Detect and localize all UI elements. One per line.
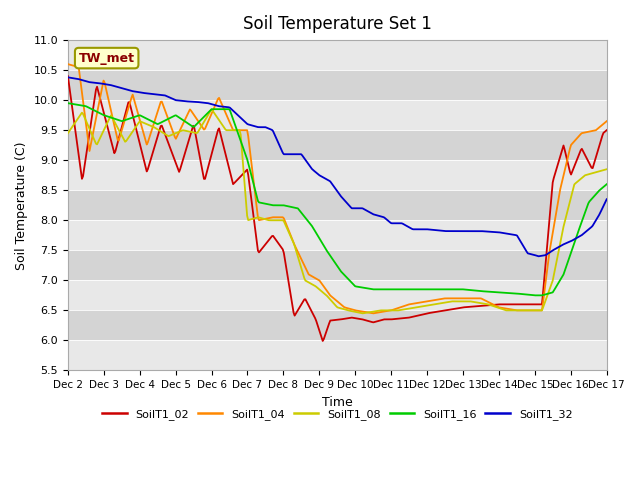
SoilT1_04 — [320, 284, 328, 289]
SoilT1_16 — [323, 248, 331, 254]
Bar — [68, 130, 607, 160]
Bar — [68, 220, 607, 250]
Y-axis label: Soil Temperature (C): Soil Temperature (C) — [15, 141, 28, 269]
SoilT1_02 — [321, 333, 329, 339]
Bar — [68, 311, 607, 340]
SoilT1_32 — [64, 74, 72, 80]
Title: Soil Temperature Set 1: Soil Temperature Set 1 — [243, 15, 432, 33]
Bar — [68, 340, 607, 371]
SoilT1_32 — [323, 177, 331, 182]
SoilT1_32 — [385, 218, 392, 224]
SoilT1_08 — [64, 131, 72, 136]
SoilT1_04 — [323, 288, 331, 294]
SoilT1_04 — [603, 118, 611, 124]
Line: SoilT1_02: SoilT1_02 — [68, 76, 607, 341]
SoilT1_16 — [320, 243, 328, 249]
Line: SoilT1_16: SoilT1_16 — [68, 103, 607, 295]
Legend: SoilT1_02, SoilT1_04, SoilT1_08, SoilT1_16, SoilT1_32: SoilT1_02, SoilT1_04, SoilT1_08, SoilT1_… — [98, 405, 577, 424]
Text: TW_met: TW_met — [79, 51, 134, 65]
SoilT1_02 — [64, 73, 72, 79]
SoilT1_32 — [356, 205, 364, 211]
Line: SoilT1_08: SoilT1_08 — [68, 109, 607, 313]
SoilT1_02 — [507, 301, 515, 307]
SoilT1_16 — [385, 287, 392, 292]
Bar — [68, 100, 607, 130]
SoilT1_04 — [591, 128, 598, 133]
SoilT1_02 — [386, 316, 394, 322]
Bar — [68, 70, 607, 100]
SoilT1_32 — [591, 219, 598, 225]
SoilT1_08 — [359, 311, 367, 316]
Line: SoilT1_32: SoilT1_32 — [68, 77, 607, 256]
Bar — [68, 190, 607, 220]
SoilT1_16 — [603, 181, 611, 187]
SoilT1_08 — [508, 308, 515, 313]
SoilT1_16 — [64, 100, 72, 106]
SoilT1_32 — [506, 231, 513, 237]
SoilT1_04 — [507, 306, 515, 312]
SoilT1_02 — [603, 127, 611, 133]
Bar — [68, 280, 607, 311]
SoilT1_32 — [535, 253, 543, 259]
SoilT1_08 — [592, 169, 600, 175]
Bar — [68, 40, 607, 70]
SoilT1_08 — [321, 291, 329, 297]
SoilT1_08 — [387, 308, 395, 313]
Bar — [68, 250, 607, 280]
SoilT1_04 — [370, 311, 378, 316]
SoilT1_04 — [356, 308, 364, 314]
SoilT1_08 — [324, 294, 332, 300]
SoilT1_08 — [356, 310, 364, 316]
SoilT1_02 — [591, 158, 598, 164]
SoilT1_02 — [319, 338, 326, 344]
SoilT1_04 — [64, 61, 72, 67]
SoilT1_16 — [532, 292, 540, 298]
SoilT1_08 — [207, 107, 215, 112]
Line: SoilT1_04: SoilT1_04 — [68, 64, 607, 313]
SoilT1_32 — [603, 196, 611, 202]
SoilT1_32 — [320, 175, 328, 180]
SoilT1_02 — [324, 324, 332, 329]
SoilT1_16 — [356, 284, 364, 290]
SoilT1_04 — [386, 308, 394, 313]
SoilT1_16 — [506, 290, 513, 296]
SoilT1_02 — [356, 316, 364, 322]
SoilT1_08 — [603, 167, 611, 172]
SoilT1_16 — [591, 192, 598, 198]
X-axis label: Time: Time — [322, 396, 353, 408]
Bar — [68, 160, 607, 190]
